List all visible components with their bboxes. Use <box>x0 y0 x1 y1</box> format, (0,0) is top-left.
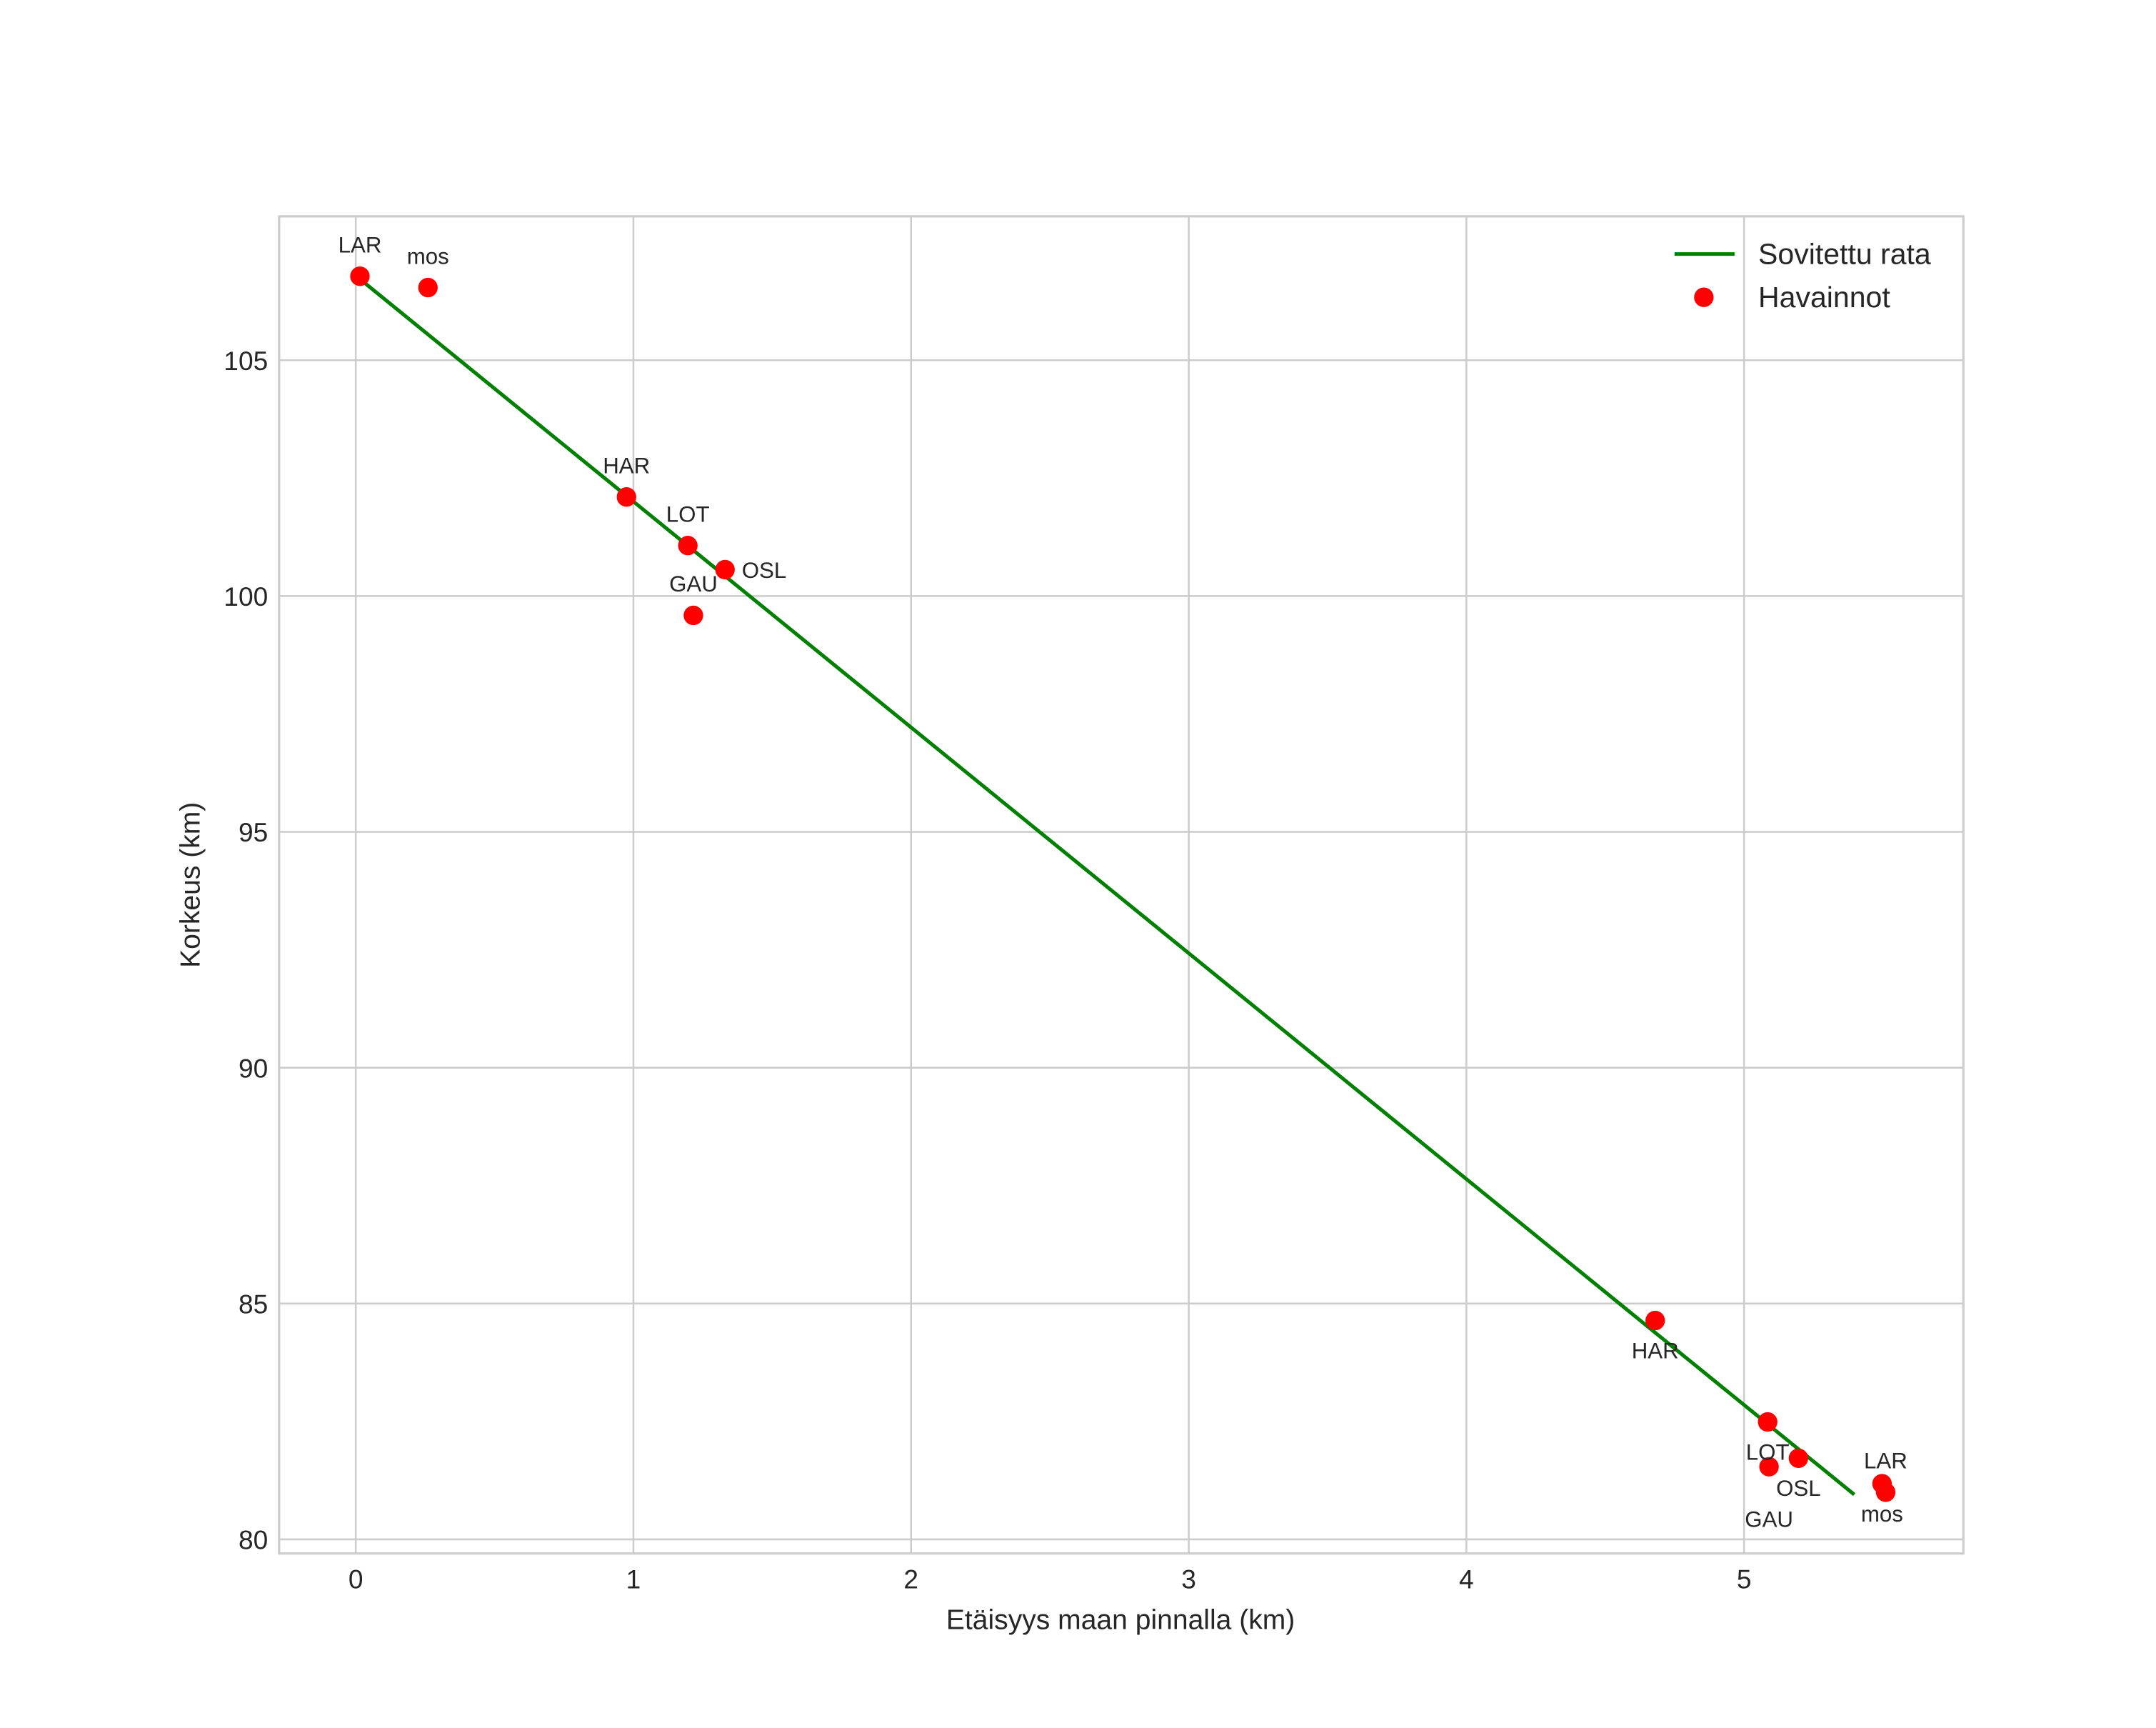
x-tick-label: 4 <box>1459 1564 1474 1594</box>
observation-point <box>1645 1310 1665 1331</box>
tick-labels: 0 1 2 3 4 5 80 85 90 95 100 105 <box>224 346 1751 1594</box>
fitted-trajectory-line <box>359 277 1856 1497</box>
y-axis-label: Korkeus (km) <box>175 802 206 968</box>
point-label: GAU <box>669 571 718 596</box>
observation-point <box>683 605 703 626</box>
point-label: LAR <box>339 233 382 258</box>
y-tick-label: 100 <box>224 581 268 611</box>
observation-point <box>678 536 698 556</box>
y-tick-label: 85 <box>239 1289 268 1319</box>
point-label: OSL <box>1776 1476 1821 1501</box>
x-tick-label: 3 <box>1181 1564 1196 1594</box>
legend-marker-swatch <box>1694 287 1714 307</box>
y-tick-label: 105 <box>224 346 268 376</box>
observation-point <box>1788 1448 1809 1469</box>
observations <box>350 266 1896 1502</box>
x-tick-label: 0 <box>349 1564 363 1594</box>
point-label: OSL <box>742 558 787 583</box>
point-label: GAU <box>1745 1507 1793 1532</box>
y-tick-label: 80 <box>239 1525 268 1555</box>
y-tick-label: 95 <box>239 817 268 847</box>
point-label: LOT <box>666 502 710 527</box>
legend-label-fit: Sovitettu rata <box>1758 237 1931 270</box>
point-label: LAR <box>1864 1449 1907 1474</box>
x-tick-label: 1 <box>626 1564 641 1594</box>
legend: Sovitettu rata Havainnot <box>1674 237 1931 314</box>
observation-point <box>1758 1412 1778 1432</box>
point-label: mos <box>1861 1502 1903 1527</box>
x-tick-label: 2 <box>903 1564 918 1594</box>
point-label: HAR <box>603 454 650 479</box>
x-axis-label: Etäisyys maan pinnalla (km) <box>946 1604 1295 1635</box>
grid <box>279 216 1964 1554</box>
observation-point <box>1875 1482 1896 1502</box>
x-tick-label: 5 <box>1737 1564 1752 1594</box>
observation-point <box>350 266 370 286</box>
point-label: mos <box>407 244 449 269</box>
observation-point <box>715 559 735 580</box>
observation-point <box>1759 1457 1779 1477</box>
observation-point <box>418 277 438 298</box>
point-labels: LAR mos HAR LOT OSL GAU HAR LOT OSL GAU mos LAR <box>339 233 1907 1532</box>
observation-point <box>616 487 636 507</box>
point-label: LOT <box>1746 1439 1790 1464</box>
y-tick-label: 90 <box>239 1053 268 1083</box>
point-label: HAR <box>1632 1338 1679 1363</box>
legend-label-observations: Havainnot <box>1758 281 1890 314</box>
plot-frame <box>278 215 1965 1555</box>
